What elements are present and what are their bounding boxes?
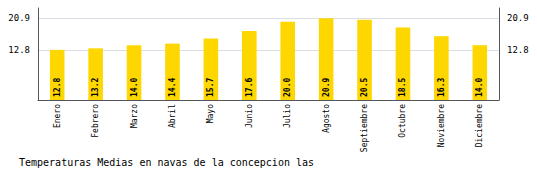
svg-text:Junio: Junio [245, 104, 254, 128]
svg-text:16.3: 16.3 [437, 78, 446, 97]
svg-text:Mayo: Mayo [206, 104, 215, 123]
svg-text:12.8: 12.8 [507, 45, 529, 55]
svg-text:Temperaturas Medias en navas d: Temperaturas Medias en navas de la conce… [19, 157, 314, 168]
svg-text:20.9: 20.9 [322, 78, 331, 97]
svg-text:20.9: 20.9 [507, 13, 529, 23]
svg-text:Agosto: Agosto [322, 104, 331, 133]
svg-text:Abril: Abril [168, 104, 177, 128]
svg-text:20.5: 20.5 [360, 78, 369, 97]
svg-text:Febrero: Febrero [91, 104, 100, 138]
svg-text:14.4: 14.4 [168, 78, 177, 97]
svg-text:Julio: Julio [283, 104, 292, 128]
svg-text:14.0: 14.0 [130, 78, 139, 97]
svg-text:13.2: 13.2 [91, 78, 100, 97]
svg-text:12.8: 12.8 [8, 45, 30, 55]
svg-text:20.0: 20.0 [283, 78, 292, 97]
svg-text:Noviembre: Noviembre [437, 104, 446, 148]
svg-text:Diciembre: Diciembre [475, 104, 484, 148]
svg-text:Marzo: Marzo [130, 104, 139, 128]
svg-text:20.9: 20.9 [8, 13, 30, 23]
svg-text:14.0: 14.0 [475, 78, 484, 97]
svg-text:18.5: 18.5 [398, 78, 407, 97]
svg-text:Enero: Enero [53, 104, 62, 128]
svg-text:Septiembre: Septiembre [360, 104, 369, 152]
svg-text:17.6: 17.6 [245, 78, 254, 97]
svg-text:15.7: 15.7 [206, 78, 215, 97]
svg-text:Octubre: Octubre [398, 104, 407, 138]
svg-text:12.8: 12.8 [53, 78, 62, 97]
